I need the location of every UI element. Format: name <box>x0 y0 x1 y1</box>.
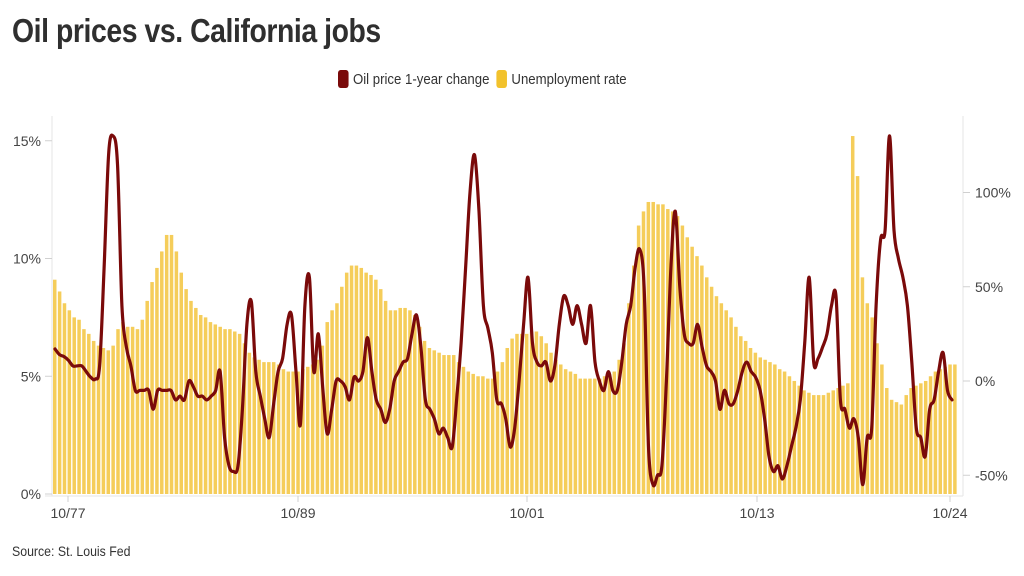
right-axis-tick-label: -50% <box>975 467 1008 483</box>
left-axis-tick-label: 0% <box>21 486 41 502</box>
oil-legend-swatch-icon <box>338 70 349 88</box>
legend-item-unemployment[interactable]: Unemployment rate <box>496 70 627 88</box>
x-axis-tick-label: 10/24 <box>932 505 967 521</box>
left-axis-tick-label: 15% <box>13 133 41 149</box>
left-y-axis: 0% 5% 10% 15% <box>13 116 53 502</box>
unemployment-bars <box>53 136 957 495</box>
right-axis-tick-label: 0% <box>975 373 995 389</box>
right-axis-tick-label: 50% <box>975 279 1003 295</box>
legend-label-oil: Oil price 1-year change <box>352 70 490 88</box>
chart-legend: Oil price 1-year change Unemployment rat… <box>338 70 634 88</box>
x-axis-tick-label: 10/13 <box>739 505 774 521</box>
left-axis-tick-label: 10% <box>13 251 41 267</box>
x-axis-tick-label: 10/01 <box>509 505 544 521</box>
right-axis-tick-label: 100% <box>975 185 1011 201</box>
legend-label-unemployment: Unemployment rate <box>511 70 627 88</box>
x-axis-tick-label: 10/77 <box>50 505 85 521</box>
oil-price-line <box>53 133 954 488</box>
left-axis-tick-label: 5% <box>21 368 41 384</box>
source-note: Source: St. Louis Fed <box>12 543 131 559</box>
right-y-axis: -50% 0% 50% 100% <box>962 116 1011 496</box>
unemployment-legend-swatch-icon <box>496 70 508 88</box>
chart-title: Oil prices vs. California jobs <box>12 12 381 49</box>
x-axis-tick-label: 10/89 <box>280 505 315 521</box>
legend-item-oil[interactable]: Oil price 1-year change <box>338 70 489 88</box>
x-axis: 10/77 10/89 10/01 10/13 10/24 <box>45 495 968 521</box>
